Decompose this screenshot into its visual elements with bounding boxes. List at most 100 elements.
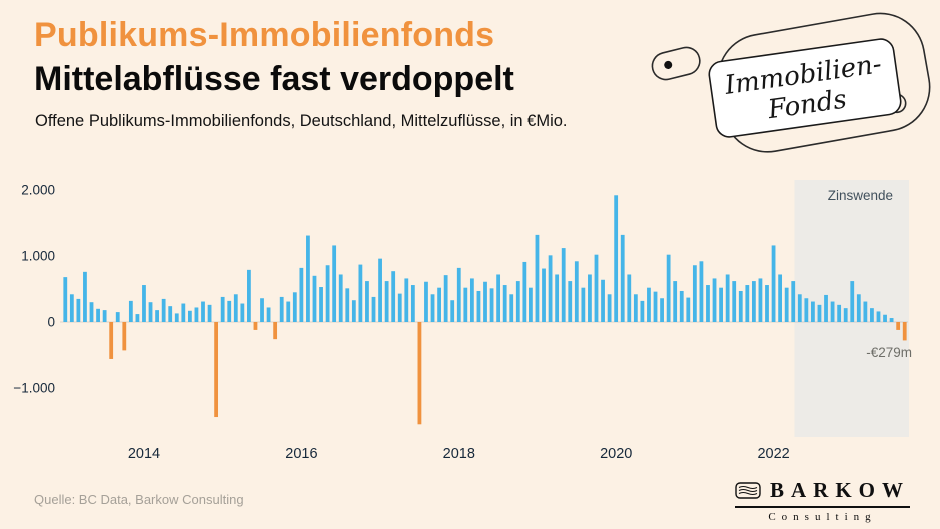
chart-bar <box>660 298 664 322</box>
chart-bar <box>771 245 776 322</box>
chart-bar <box>706 285 710 322</box>
chart-bar <box>96 308 100 322</box>
tag-strap <box>651 46 701 81</box>
chart-bar <box>358 264 363 322</box>
chart-bar <box>240 303 245 322</box>
chart-bar <box>876 311 881 322</box>
zinswende-label: Zinswende <box>827 188 893 203</box>
chart-bar <box>142 285 146 322</box>
chart-bar <box>89 302 94 322</box>
chart-bar <box>620 234 625 322</box>
tag-strap-dot <box>664 60 673 69</box>
x-tick-label: 2014 <box>128 446 160 462</box>
chart-bar <box>837 304 842 322</box>
chart-bar <box>633 294 638 322</box>
chart-bar <box>312 275 317 322</box>
chart-bar <box>424 281 428 322</box>
chart-bar <box>332 245 337 322</box>
chart-bar <box>581 287 586 322</box>
barkow-logo-icon <box>735 482 761 499</box>
chart-bar <box>456 267 461 322</box>
chart-bar <box>692 265 697 322</box>
chart-bar <box>102 310 107 322</box>
chart-bar <box>463 287 468 322</box>
chart-bar <box>319 287 323 322</box>
page-subtitle: Mittelabflüsse fast verdoppelt <box>34 60 514 98</box>
chart-bar <box>207 304 212 322</box>
chart-bar <box>896 322 901 330</box>
chart-bar <box>148 302 153 322</box>
chart-bar <box>817 304 822 322</box>
chart-bar <box>883 314 887 322</box>
chart-bar <box>738 290 743 322</box>
chart-bar <box>253 322 258 330</box>
chart-bar <box>247 269 251 322</box>
immobilien-fonds-tag: Immobilien- Fonds <box>651 12 931 153</box>
chart-bar <box>299 267 304 322</box>
chart-bar <box>194 307 199 322</box>
chart-bar <box>515 281 520 322</box>
chart-bar <box>594 254 599 322</box>
chart-bar <box>863 301 868 322</box>
chart-bar <box>227 300 232 322</box>
chart-bar <box>430 294 435 322</box>
chart-bar <box>306 235 310 322</box>
chart-bar <box>679 290 684 322</box>
chart-bar <box>627 274 632 322</box>
x-tick-label: 2020 <box>600 446 632 462</box>
chart-bar <box>797 294 802 322</box>
chart-bar <box>410 285 415 322</box>
chart-bar <box>437 287 441 322</box>
chart-bar <box>830 301 835 322</box>
chart-bar <box>325 265 330 322</box>
chart-bar <box>476 290 481 322</box>
chart-bar <box>469 278 474 322</box>
chart-bar <box>266 307 271 322</box>
chart-bar <box>699 261 704 322</box>
chart-bar <box>174 313 179 322</box>
chart-bar <box>76 298 81 322</box>
chart-bar <box>745 285 750 322</box>
y-tick-label: 2.000 <box>21 183 55 198</box>
chart-bar <box>870 308 874 322</box>
x-tick-label: 2016 <box>285 446 317 462</box>
chart-bar <box>371 296 376 322</box>
chart-bar <box>856 294 861 322</box>
chart-bar <box>889 318 894 322</box>
chart-bar <box>135 314 140 322</box>
chart-bar <box>843 308 848 322</box>
chart-bar <box>115 312 120 322</box>
chart-bar <box>345 288 350 322</box>
chart-bar <box>751 281 756 322</box>
x-tick-label: 2018 <box>443 446 475 462</box>
chart-bar <box>732 281 737 322</box>
chart-bar <box>791 281 796 322</box>
source-note: Quelle: BC Data, Barkow Consulting <box>34 492 244 507</box>
chart-bar <box>568 281 573 322</box>
tag-label: Immobilien- Fonds <box>708 38 902 138</box>
chart-bar <box>109 322 114 359</box>
chart-bar <box>548 255 553 322</box>
chart-bar <box>397 293 402 322</box>
x-tick-label: 2022 <box>757 446 789 462</box>
chart-bar <box>824 294 828 322</box>
chart-bar <box>391 271 396 322</box>
last-value-annotation: -€279m <box>866 345 912 360</box>
chart-bar <box>214 322 219 418</box>
chart-bar <box>220 296 225 322</box>
chart-bar <box>201 301 205 322</box>
bar-chart: −1.000 0 1.000 2.000 2014 2016 2018 2020 2022 Zi… <box>0 175 940 475</box>
chart-bar <box>522 261 527 322</box>
barkow-logo: BARKOW Consulting <box>735 478 910 523</box>
chart-bar <box>63 277 68 322</box>
chart-bar <box>686 297 691 322</box>
barkow-logo-name: BARKOW <box>769 478 910 502</box>
chart-bar <box>168 306 173 322</box>
chart-bar <box>653 291 658 322</box>
chart-bar <box>902 322 907 341</box>
chart-bar <box>404 278 409 322</box>
chart-bar <box>155 310 159 322</box>
chart-bar <box>417 322 422 425</box>
chart-bar <box>758 278 763 322</box>
chart-bar <box>673 281 678 322</box>
